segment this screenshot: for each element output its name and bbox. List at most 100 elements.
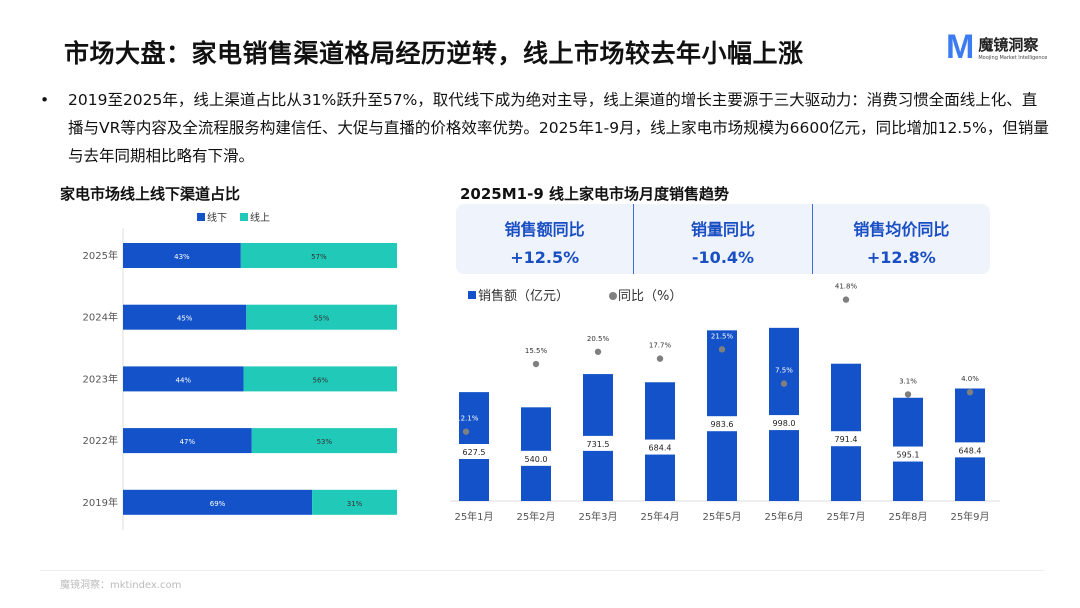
page-title: 市场大盘：家电销售渠道格局经历逆转，线上市场较去年小幅上涨 <box>64 39 804 68</box>
value-label-box <box>643 439 677 455</box>
category-label: 2025年 <box>83 249 118 262</box>
yoy-point <box>904 391 912 398</box>
value-label-box <box>705 416 739 432</box>
yoy-point <box>842 296 850 303</box>
bar-segment <box>123 366 244 392</box>
value-label-box <box>767 415 801 431</box>
footer-divider <box>40 570 1044 571</box>
legend-label: 销售额（亿元） <box>478 288 569 304</box>
data-label: 44% <box>175 376 191 384</box>
yoy-point <box>966 389 974 396</box>
data-label: 47% <box>180 438 196 446</box>
yoy-label: 41.8% <box>835 283 858 291</box>
yoy-point <box>462 428 470 435</box>
yoy-label: 21.5% <box>711 332 734 340</box>
logo-mark-icon: M <box>946 28 975 66</box>
legend-label: 线上 <box>250 211 270 224</box>
category-label: 25年4月 <box>640 510 679 523</box>
footer-source: 魔镜洞察：mktindex.com <box>60 580 182 591</box>
category-label: 2024年 <box>83 311 118 324</box>
category-label: 25年9月 <box>950 510 989 523</box>
yoy-point <box>532 360 540 368</box>
kpi-value: -10.4% <box>691 248 755 267</box>
value-label-box <box>891 446 925 462</box>
category-label: 25年7月 <box>826 510 865 523</box>
bullet-icon: • <box>40 91 50 109</box>
legend-swatch <box>468 291 476 299</box>
yoy-label: 4.0% <box>961 375 979 383</box>
legend-swatch <box>197 213 205 221</box>
value-label: 731.5 <box>587 440 610 449</box>
bar-segment <box>123 243 241 268</box>
summary-text: 2019至2025年，线上渠道占比从31%跃升至57%，取代线下成为绝对主导，线… <box>68 91 1049 165</box>
value-label: 791.4 <box>835 435 858 444</box>
yoy-point <box>718 346 726 353</box>
category-label: 25年5月 <box>702 510 741 523</box>
value-label-box <box>953 442 987 458</box>
category-label: 2022年 <box>83 434 118 447</box>
yoy-label: 7.5% <box>775 367 793 375</box>
kpi-label: 销售均价同比 <box>853 220 950 239</box>
bar-segment <box>240 243 397 268</box>
category-label: 2023年 <box>83 372 118 385</box>
category-label: 25年3月 <box>578 510 617 523</box>
logo: M 魔镜洞察 Moojing Market Intelligence <box>946 30 1047 64</box>
data-label: 69% <box>210 500 226 508</box>
yoy-point <box>656 355 664 362</box>
data-label: 57% <box>311 253 327 261</box>
bar-segment <box>251 428 397 454</box>
legend-marker <box>609 292 617 300</box>
value-label-box <box>829 431 863 447</box>
bar-segment <box>243 366 397 392</box>
category-label: 25年2月 <box>516 510 555 523</box>
yoy-point <box>594 348 602 355</box>
bar-segment <box>246 304 397 330</box>
bar-segment <box>123 489 313 515</box>
value-label: 684.4 <box>649 444 672 453</box>
value-label: 627.5 <box>463 448 486 457</box>
category-label: 25年1月 <box>454 510 493 523</box>
value-label-box <box>519 450 553 466</box>
yoy-label: 3.1% <box>899 377 917 385</box>
sales-bar <box>769 327 799 501</box>
data-label: 56% <box>312 376 328 384</box>
logo-subtitle: Moojing Market Intelligence <box>978 54 1048 61</box>
kpi-label: 销售额同比 <box>504 220 585 239</box>
yoy-label: 15.5% <box>525 347 548 355</box>
bar-segment <box>312 489 397 515</box>
data-label: 43% <box>174 253 190 261</box>
kpi-value: +12.5% <box>510 248 580 267</box>
right-chart-title: 2025M1-9 线上家电市场月度销售趋势 <box>460 185 729 203</box>
summary-bullet: • 2019至2025年，线上渠道占比从31%跃升至57%，取代线下成为绝对主导，… <box>40 86 1050 170</box>
category-label: 25年6月 <box>764 510 803 523</box>
left-chart-title: 家电市场线上线下渠道占比 <box>60 185 241 203</box>
value-label: 595.1 <box>897 451 920 460</box>
kpi-value: +12.8% <box>866 248 936 267</box>
value-label-box <box>581 435 615 451</box>
legend-label: 线下 <box>207 211 227 224</box>
value-label: 983.6 <box>711 420 734 429</box>
kpi-sales-yoy: 销售额同比 +12.5% <box>456 204 635 274</box>
kpi-price-yoy: 销售均价同比 +12.8% <box>813 204 990 274</box>
logo-name: 魔镜洞察 <box>978 35 1039 54</box>
sales-bar <box>707 330 737 501</box>
yoy-point <box>780 380 788 387</box>
kpi-label: 销量同比 <box>690 220 755 239</box>
bar-segment <box>123 304 247 330</box>
legend-swatch <box>240 213 248 221</box>
value-label: 648.4 <box>959 446 982 455</box>
kpi-panel: 销售额同比 +12.5% 销量同比 -10.4% 销售均价同比 +12.8% <box>456 204 990 274</box>
data-label: 55% <box>314 315 330 323</box>
value-label-box <box>457 444 491 460</box>
yoy-label: 17.7% <box>649 342 672 350</box>
yoy-label: -12.1% <box>454 415 479 423</box>
data-label: 53% <box>317 438 333 446</box>
data-label: 31% <box>347 500 363 508</box>
data-label: 45% <box>177 315 193 323</box>
value-label: 998.0 <box>773 419 796 428</box>
category-label: 25年8月 <box>888 510 927 523</box>
kpi-volume-yoy: 销量同比 -10.4% <box>634 204 813 274</box>
yoy-label: 20.5% <box>587 335 610 343</box>
legend-label: 同比（%） <box>618 289 682 304</box>
